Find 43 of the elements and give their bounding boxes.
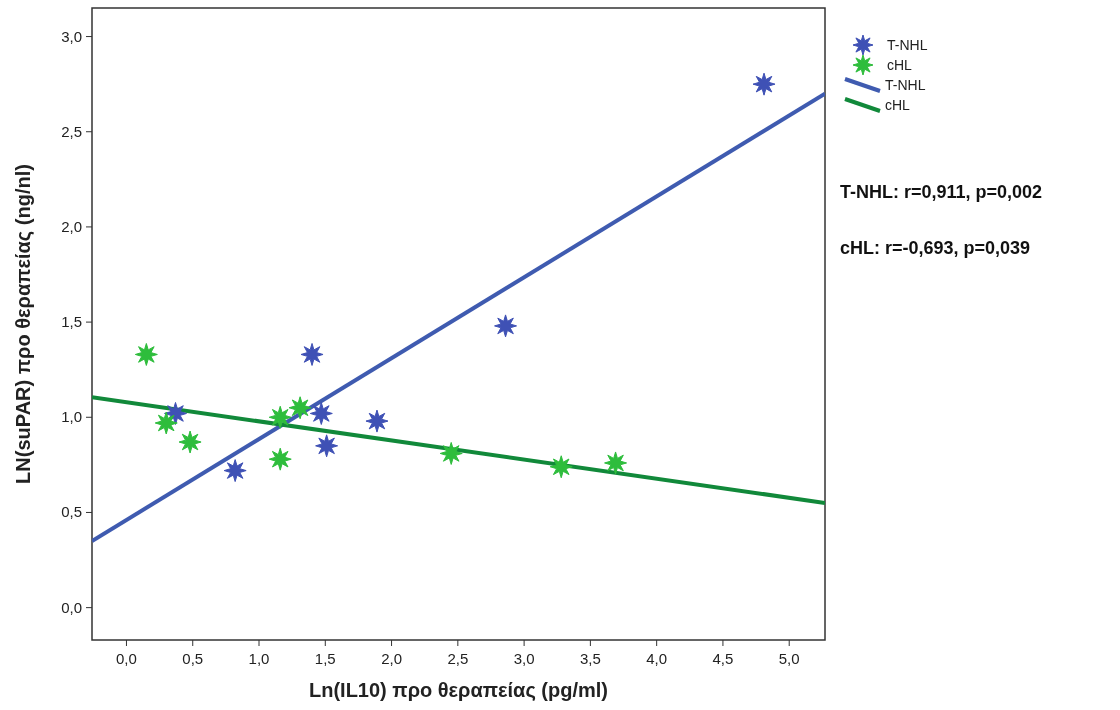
point [315,434,339,458]
x-tick-label: 2,5 [447,650,469,667]
y-tick-label: 1,5 [61,313,82,331]
y-tick-label: 0,0 [61,598,82,616]
point [154,411,178,435]
point [268,405,292,429]
point [134,342,158,366]
x-tick-label: 3,5 [579,650,601,667]
y-tick-label: 0,5 [61,503,82,521]
y-tick-label: 1,0 [61,408,82,426]
point [178,430,202,454]
point [164,401,188,425]
x-tick-label: 1,0 [248,650,270,667]
x-tick-label: 2,0 [381,650,402,667]
x-tick-label: 3,0 [513,650,535,667]
x-tick-label: 0,0 [116,650,137,667]
legend-label: T-NHL [887,37,928,53]
x-tick-label: 4,5 [712,650,734,667]
x-tick-label: 5,0 [778,650,800,667]
point [309,401,333,425]
x-tick-label: 4,0 [646,650,668,667]
legend-label: T-NHL [885,77,926,93]
x-tick-label: 1,5 [314,650,336,667]
point [300,342,324,366]
y-axis-title: LN(suPAR) προ θεραπείας (ng/nl) [12,164,34,484]
point [439,441,463,465]
x-tick-label: 0,5 [182,650,204,667]
point [604,451,628,475]
y-tick-label: 3,0 [61,27,82,45]
point [494,314,518,338]
point [549,455,573,479]
point [288,396,312,420]
point [365,409,389,433]
text: T-NHL: r=0,911, p=0,002 [840,182,1043,202]
y-tick-label: 2,5 [61,122,82,140]
point [752,72,776,96]
point [223,459,247,483]
legend-label: cHL [885,97,911,113]
text: cHL: r=-0,693, p=0,039 [840,238,1031,258]
x-axis-title: Ln(IL10) προ θεραπείας (pg/ml) [308,679,609,701]
point [268,447,292,471]
legend-label: cHL [887,57,913,73]
y-tick-label: 2,0 [61,217,82,235]
